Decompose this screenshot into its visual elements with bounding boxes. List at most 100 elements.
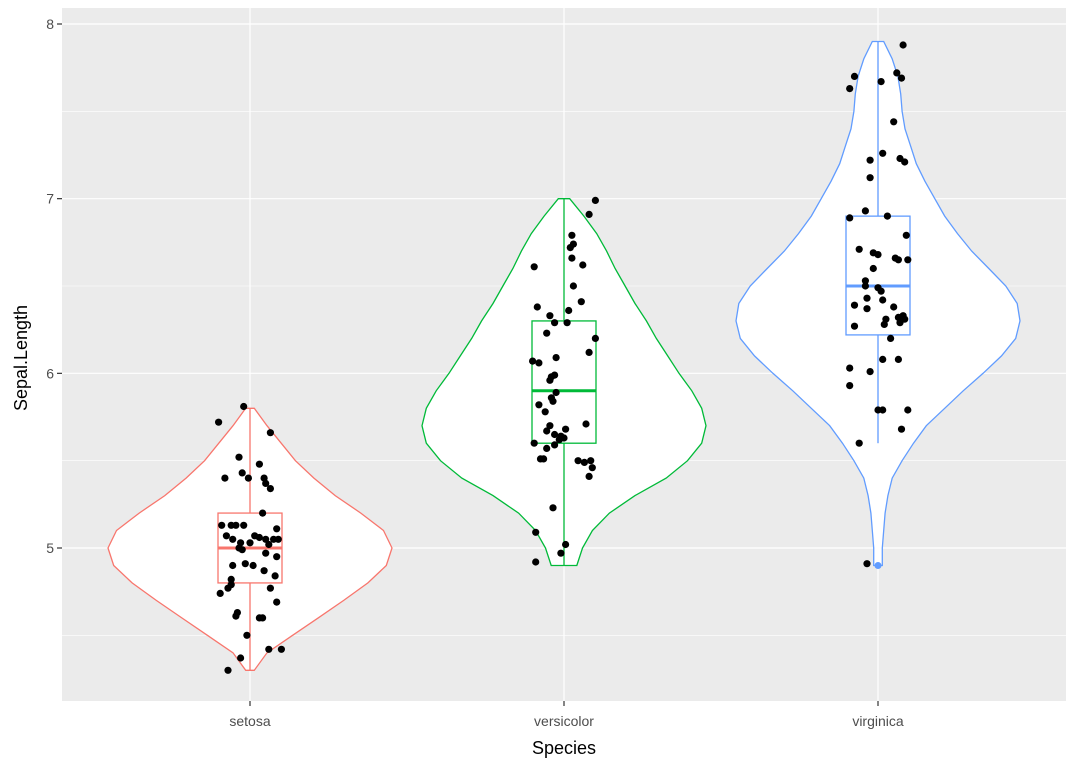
data-point-setosa xyxy=(273,598,281,606)
data-point-virginica xyxy=(897,425,906,433)
data-point-virginica xyxy=(850,72,859,80)
data-point-setosa xyxy=(255,533,263,542)
data-point-virginica xyxy=(863,294,871,302)
data-point-setosa xyxy=(265,540,273,549)
data-point-virginica xyxy=(879,149,887,157)
data-point-versicolor xyxy=(574,457,582,465)
data-point-versicolor xyxy=(568,231,576,239)
data-point-versicolor xyxy=(530,263,538,271)
data-point-versicolor xyxy=(563,319,571,327)
x-tick-label-virginica: virginica xyxy=(852,713,904,729)
data-point-virginica xyxy=(846,382,854,390)
data-point-virginica xyxy=(893,69,901,77)
data-point-virginica xyxy=(883,212,892,220)
data-point-virginica xyxy=(866,368,874,376)
data-point-versicolor xyxy=(585,472,593,480)
data-point-versicolor xyxy=(540,455,548,463)
data-point-virginica xyxy=(897,74,906,82)
data-point-virginica xyxy=(877,78,885,86)
data-point-versicolor xyxy=(551,371,559,379)
data-point-setosa xyxy=(229,535,237,543)
data-point-virginica xyxy=(863,560,871,568)
data-point-virginica xyxy=(846,85,854,93)
data-point-versicolor xyxy=(549,397,557,405)
data-point-setosa xyxy=(244,474,252,482)
data-point-setosa xyxy=(224,666,232,674)
data-point-setosa xyxy=(266,584,274,592)
data-point-versicolor xyxy=(535,359,543,367)
data-point-virginica xyxy=(850,322,859,330)
y-tick-label: 5 xyxy=(46,540,54,556)
data-point-virginica xyxy=(846,214,854,222)
data-point-virginica xyxy=(861,277,870,285)
x-tick-label-versicolor: versicolor xyxy=(534,713,594,729)
data-point-versicolor xyxy=(551,319,559,327)
data-point-versicolor xyxy=(546,422,554,430)
y-tick-label: 7 xyxy=(46,191,54,207)
data-point-virginica xyxy=(879,406,887,414)
data-point-versicolor xyxy=(552,388,560,397)
y-tick-label: 6 xyxy=(46,365,54,381)
data-point-virginica xyxy=(861,282,870,290)
data-point-virginica xyxy=(863,305,871,313)
data-point-versicolor xyxy=(562,425,570,433)
data-point-setosa xyxy=(262,535,270,543)
data-point-setosa xyxy=(266,485,274,493)
data-point-versicolor xyxy=(532,558,540,566)
data-point-versicolor xyxy=(530,439,538,447)
data-point-versicolor xyxy=(577,298,585,306)
data-point-virginica xyxy=(874,251,882,259)
data-point-setosa xyxy=(238,546,246,554)
data-point-versicolor xyxy=(543,444,551,452)
data-point-setosa xyxy=(259,614,267,622)
data-point-setosa xyxy=(229,561,237,570)
data-point-versicolor xyxy=(580,458,589,466)
data-point-virginica xyxy=(877,287,885,295)
data-point-versicolor xyxy=(551,430,559,439)
data-point-setosa xyxy=(237,539,245,547)
data-point-setosa xyxy=(233,609,241,617)
data-point-virginica xyxy=(904,406,912,414)
data-point-virginica xyxy=(894,256,903,264)
data-point-setosa xyxy=(246,539,254,547)
data-point-versicolor xyxy=(543,329,551,337)
data-point-setosa xyxy=(265,645,273,653)
data-point-versicolor xyxy=(535,401,543,409)
data-point-virginica xyxy=(846,364,854,372)
data-point-versicolor xyxy=(587,457,595,465)
data-point-versicolor xyxy=(532,528,540,536)
data-point-setosa xyxy=(262,549,270,557)
data-point-virginica xyxy=(866,156,874,164)
data-point-virginica xyxy=(866,174,874,182)
data-point-virginica xyxy=(904,256,912,264)
x-tick-label-setosa: setosa xyxy=(229,713,270,729)
data-point-setosa xyxy=(277,645,285,653)
data-point-setosa xyxy=(273,553,281,561)
y-axis: 5 6 7 8 xyxy=(46,16,62,556)
y-axis-title: Sepal.Length xyxy=(11,305,31,411)
data-point-versicolor xyxy=(529,357,537,365)
data-point-virginica xyxy=(901,158,909,166)
data-point-virginica xyxy=(879,355,887,363)
data-point-versicolor xyxy=(565,306,573,315)
data-point-setosa xyxy=(266,429,274,437)
data-point-versicolor xyxy=(552,354,560,362)
data-point-setosa xyxy=(215,418,223,426)
x-axis: setosa versicolor virginica xyxy=(229,701,904,729)
data-point-virginica xyxy=(861,207,870,215)
data-point-virginica xyxy=(902,231,910,239)
data-point-setosa xyxy=(221,474,229,482)
data-point-setosa xyxy=(227,575,235,584)
data-point-virginica xyxy=(869,264,877,273)
data-point-virginica xyxy=(850,301,859,309)
data-point-setosa xyxy=(249,561,257,570)
data-point-setosa xyxy=(227,581,235,589)
data-point-versicolor xyxy=(546,312,554,320)
data-point-versicolor xyxy=(551,441,559,449)
data-point-versicolor xyxy=(533,303,541,311)
data-point-setosa xyxy=(218,521,226,529)
data-point-setosa xyxy=(262,479,270,487)
data-point-versicolor xyxy=(541,408,549,416)
data-point-setosa xyxy=(241,560,249,568)
